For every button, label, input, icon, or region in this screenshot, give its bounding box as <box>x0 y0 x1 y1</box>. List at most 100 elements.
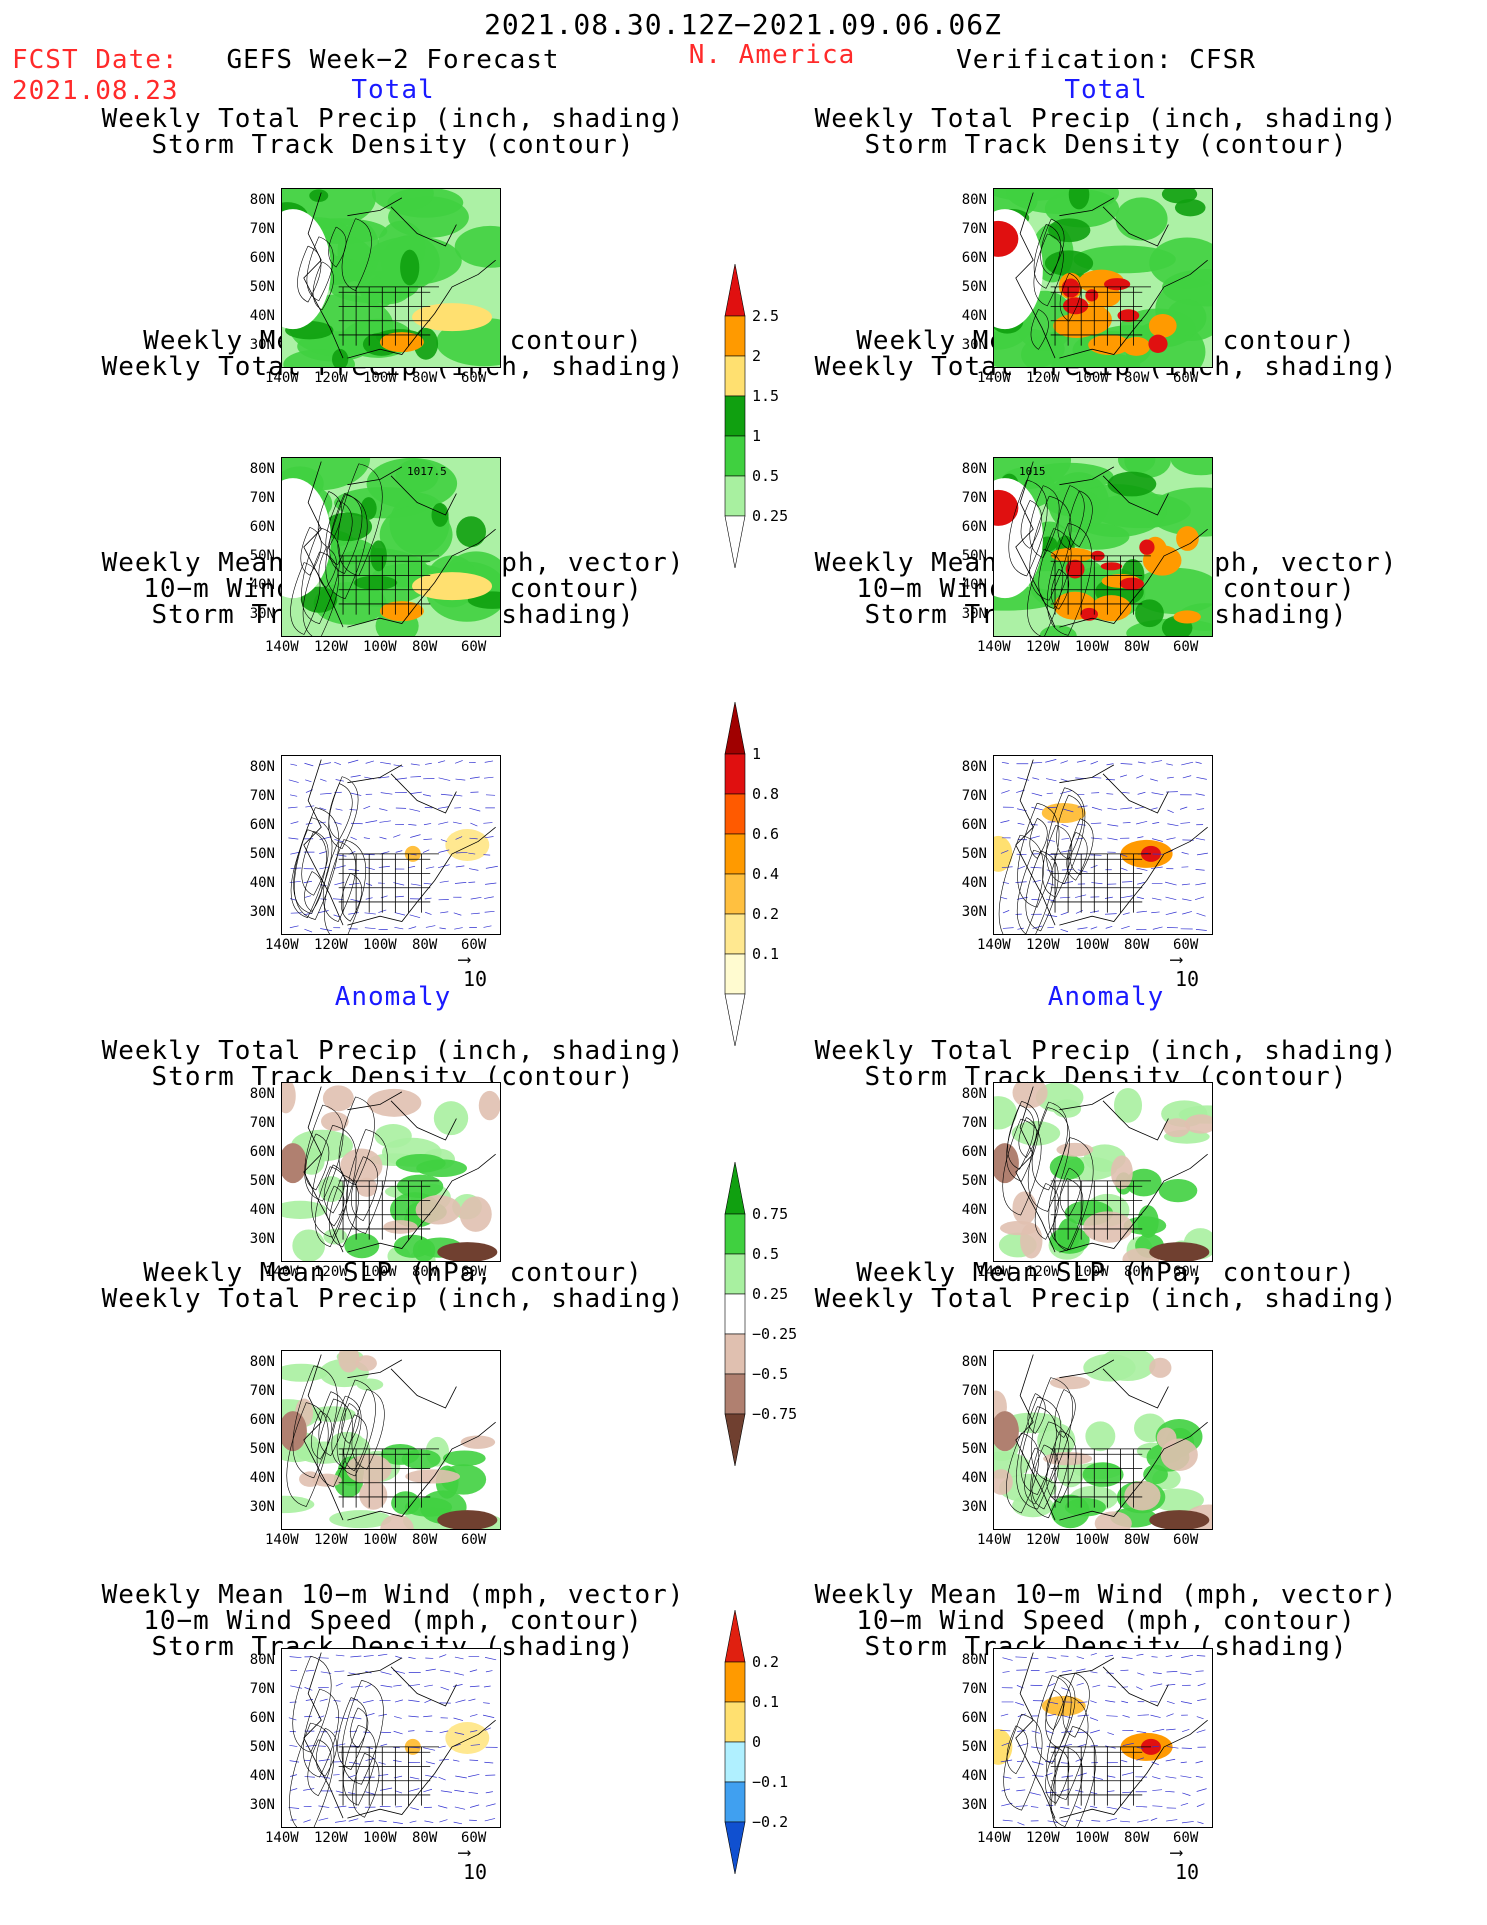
map-canvas <box>994 189 1212 367</box>
wind-vector <box>363 837 370 840</box>
lat-tick-label: 70N <box>961 1681 987 1697</box>
lat-tick-label: 70N <box>961 490 987 506</box>
wind-vector <box>290 763 298 766</box>
shading-patch <box>1012 1494 1054 1518</box>
wind-vector <box>318 1759 330 1762</box>
wind-vector <box>1091 806 1103 811</box>
wind-vector <box>410 763 420 766</box>
wind-vector <box>1137 791 1146 795</box>
wind-vector <box>469 1804 480 1808</box>
wind-vector <box>453 1684 463 1687</box>
colorbar-segment <box>724 1293 746 1335</box>
wind-vector <box>1166 837 1176 840</box>
coastline <box>303 1086 496 1253</box>
wind-vector <box>468 1698 476 1702</box>
shading-patch <box>1044 488 1101 517</box>
wind-vector <box>455 1699 466 1703</box>
wind-vector <box>1015 881 1027 883</box>
lon-tick-label: 140W <box>265 370 299 386</box>
shading-patch <box>1160 1438 1198 1471</box>
wind-vector <box>422 794 431 797</box>
lat-tick-label: 30N <box>961 904 987 920</box>
wind-vector <box>483 925 492 928</box>
lon-tick-label: 140W <box>265 937 299 953</box>
wind-vector <box>304 928 313 933</box>
shading-patch <box>478 1090 500 1121</box>
wind-vector <box>1030 1792 1041 1796</box>
vector-scale-value: 10 <box>1175 967 1200 991</box>
wind-vector <box>1000 1713 1009 1717</box>
wind-vector <box>1122 792 1130 794</box>
wind-vector <box>1091 777 1102 779</box>
wind-vector <box>335 1654 345 1657</box>
lat-tick-label: 30N <box>961 1797 987 1813</box>
lon-tick-label: 60W <box>461 937 487 953</box>
wind-vector <box>365 866 375 871</box>
wind-vector <box>1180 822 1191 824</box>
wind-vector <box>1181 1747 1192 1749</box>
wind-vector <box>1090 822 1102 824</box>
wind-vector <box>1105 913 1117 915</box>
lat-tick-label: 50N <box>249 1173 275 1189</box>
wind-vector <box>425 925 436 928</box>
lon-tick-label: 140W <box>977 937 1011 953</box>
colorbar-segment <box>724 1413 746 1467</box>
contour-line <box>1057 485 1085 550</box>
contour-line <box>1016 1396 1062 1510</box>
wind-vector <box>1152 926 1163 930</box>
wind-vector <box>1166 1713 1174 1717</box>
wind-vector <box>454 1656 464 1660</box>
shading-patch <box>380 1514 414 1529</box>
wind-vector <box>410 883 421 886</box>
wind-vector <box>484 1657 497 1661</box>
wind-vector <box>1017 822 1025 825</box>
contour-line <box>286 1402 329 1507</box>
map-canvas <box>288 1652 498 1827</box>
panel-title-line: Storm Track Density (contour) <box>864 130 1348 160</box>
wind-vector <box>1060 1743 1073 1747</box>
contour-line <box>1046 523 1092 636</box>
lat-tick-label: 50N <box>249 1441 275 1457</box>
lat-tick-label: 70N <box>249 788 275 804</box>
shading-patch <box>1044 250 1094 277</box>
wind-vector <box>1180 1775 1192 1779</box>
wind-vector <box>1121 1759 1128 1763</box>
colorbar-label: −0.75 <box>752 1405 798 1423</box>
shading-patch <box>437 1242 498 1261</box>
wind-vector <box>1060 1806 1070 1810</box>
wind-vector <box>1001 866 1013 869</box>
shading-patch <box>1082 1462 1124 1487</box>
lat-tick-label: 80N <box>249 1086 275 1102</box>
map-canvas <box>288 759 498 934</box>
wind-vector <box>1107 1732 1115 1735</box>
wind-vector <box>393 1730 403 1735</box>
wind-vector <box>348 1672 360 1676</box>
colorbar-segment <box>724 1161 746 1215</box>
shading-patch <box>1148 313 1177 338</box>
lat-tick-label: 80N <box>961 1652 987 1668</box>
contour-line <box>302 1688 339 1778</box>
contour-line <box>338 1096 375 1186</box>
colorbar-label: 2 <box>752 347 762 365</box>
lat-tick-label: 60N <box>249 817 275 833</box>
lat-tick-label: 70N <box>961 788 987 804</box>
wind-vector <box>1077 1701 1088 1704</box>
lon-tick-label: 100W <box>1075 1830 1109 1846</box>
shading-patch <box>459 1196 492 1232</box>
wind-vector <box>440 1669 451 1673</box>
wind-vector <box>440 793 453 796</box>
wind-vector <box>394 1716 402 1719</box>
panel-title-line: Storm Track Density (contour) <box>151 130 635 160</box>
lon-tick-label: 100W <box>363 937 397 953</box>
wind-vector <box>438 777 451 781</box>
wind-vector <box>1047 926 1054 929</box>
shading-patch <box>371 189 434 212</box>
wind-vector <box>424 1684 433 1687</box>
wind-vector <box>304 895 312 898</box>
wind-vector <box>304 762 314 767</box>
wind-vector <box>1090 926 1098 930</box>
wind-vector <box>1046 839 1055 842</box>
wind-vector <box>1017 865 1026 870</box>
wind-vector <box>1107 1685 1116 1688</box>
wind-vector <box>394 1790 403 1794</box>
